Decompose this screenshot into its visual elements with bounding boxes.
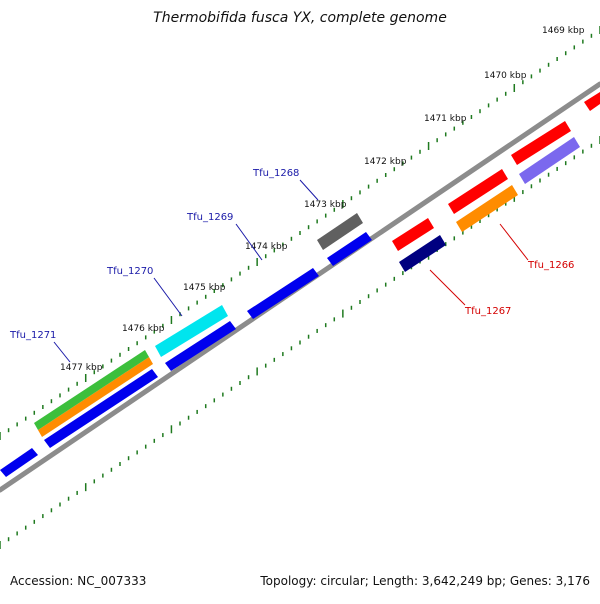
gene-label[interactable]: Tfu_1267: [464, 306, 511, 317]
scale-label: 1476 kbp: [122, 324, 165, 334]
gene-labels: Tfu_1266 Tfu_1267 Tfu_1268 Tfu_1269 Tfu_1270…: [9, 168, 574, 363]
accession-text: Accession: NC_007333: [10, 574, 147, 588]
gene-block-grey[interactable]: [317, 213, 363, 250]
gene-block-blue[interactable]: [44, 369, 158, 448]
gene-label[interactable]: Tfu_1271: [9, 330, 56, 341]
gene-block-red[interactable]: [392, 218, 434, 251]
gene-block-red[interactable]: [511, 121, 571, 165]
gene-label[interactable]: Tfu_1269: [186, 212, 233, 223]
gene-label-leader: [499, 223, 529, 261]
gene-label-leader: [235, 223, 263, 261]
gene-block-green[interactable]: [34, 350, 149, 430]
gene-label[interactable]: Tfu_1268: [252, 168, 299, 179]
gene-blocks: [0, 92, 600, 477]
scale-label: 1471 kbp: [424, 114, 467, 124]
genome-summary-text: Topology: circular; Length: 3,642,249 bp…: [260, 574, 590, 588]
gene-label-leader: [53, 341, 71, 363]
gene-block-orange[interactable]: [456, 185, 518, 232]
scale-label: 1474 kbp: [245, 242, 288, 252]
gene-label-leader: [153, 277, 183, 317]
scale-label: 1477 kbp: [60, 363, 103, 373]
gene-label-leader: [299, 179, 319, 201]
gene-block-blue[interactable]: [165, 321, 236, 371]
gene-block-blue[interactable]: [247, 268, 319, 319]
gene-block-red[interactable]: [584, 92, 600, 111]
scale-label: 1475 kbp: [183, 283, 226, 293]
scale-label: 1472 kbp: [364, 157, 407, 167]
gene-block-orange[interactable]: [38, 357, 153, 437]
gene-block-navy[interactable]: [399, 235, 446, 272]
gene-block-blue[interactable]: [327, 232, 372, 266]
scale-label: 1470 kbp: [484, 71, 527, 81]
scale-label: 1469 kbp: [542, 26, 585, 36]
scale-labels: 1469 kbp 1470 kbp 1471 kbp 1472 kbp 1473 kbp…: [60, 26, 585, 373]
gene-block-blue[interactable]: [0, 448, 38, 477]
gene-label[interactable]: Tfu_1266: [527, 260, 574, 271]
gene-block-purple[interactable]: [519, 137, 580, 184]
map-title: Thermobifida fusca YX, complete genome: [153, 10, 447, 26]
gene-label[interactable]: Tfu_1270: [106, 266, 153, 277]
gene-label-leader: [429, 269, 466, 306]
gene-block-cyan[interactable]: [155, 305, 228, 357]
gene-block-red[interactable]: [448, 169, 508, 214]
scale-label: 1473 kbp: [304, 200, 347, 210]
